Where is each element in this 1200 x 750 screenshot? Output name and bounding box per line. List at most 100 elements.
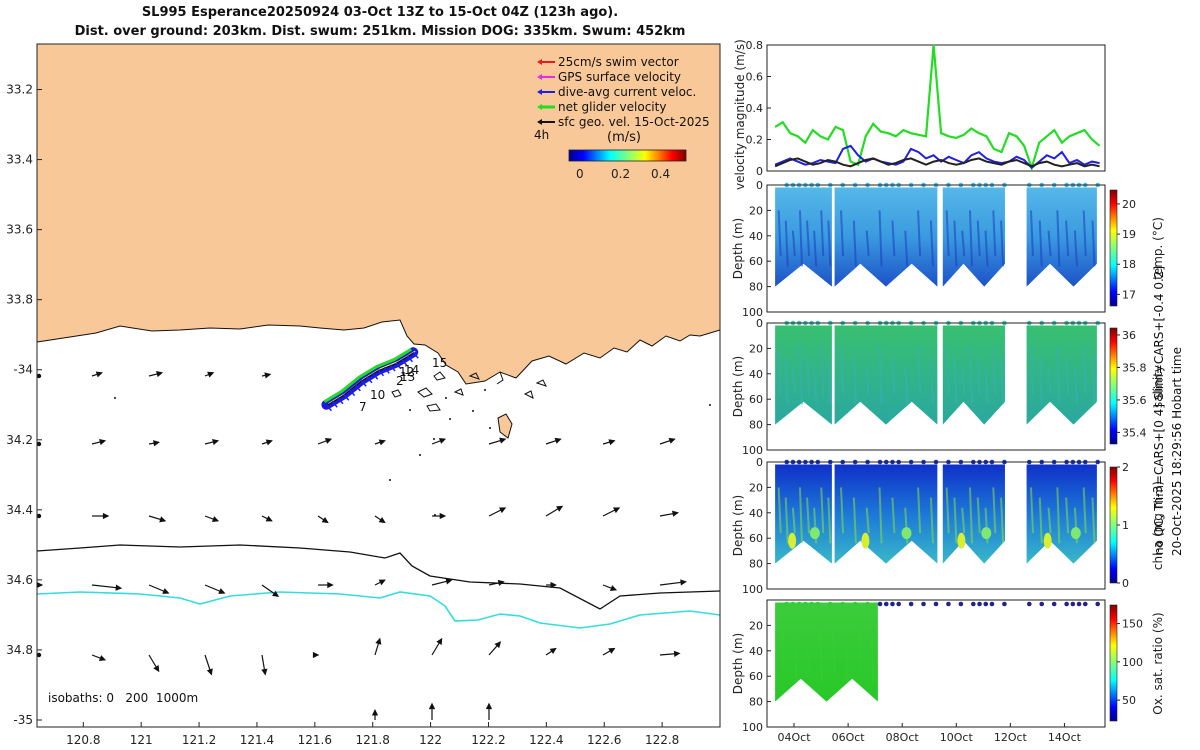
track-label: 10 <box>370 388 385 402</box>
profile-streak <box>820 210 825 257</box>
map-colorbar-tick: 0.2 <box>611 167 630 181</box>
velocity-arrowhead <box>608 439 616 446</box>
track-label: 13 <box>400 370 415 384</box>
velocity-arrow <box>36 373 42 379</box>
track-label: 2 <box>396 374 404 388</box>
colorbar-tick-label: 35.8 <box>1122 361 1147 374</box>
surface-marker <box>796 601 802 607</box>
profile-y-tick-label: 60 <box>749 532 763 545</box>
profile-streak <box>806 220 811 257</box>
profile-streak <box>1065 358 1070 395</box>
profile-streak <box>1000 358 1005 405</box>
surface-marker <box>971 601 976 607</box>
profile-data-region <box>834 325 938 425</box>
velocity-arrowhead <box>159 516 167 523</box>
map-land <box>36 43 721 385</box>
map-x-tick-label: 121.2 <box>182 733 216 747</box>
profile-streak <box>953 220 958 267</box>
map-x-tick-label: 120.8 <box>66 733 100 747</box>
velocity-arrowhead <box>378 439 386 446</box>
profile-streak <box>945 210 950 257</box>
profile-streak <box>1065 220 1070 257</box>
map-x-tick-label: 121.8 <box>356 733 390 747</box>
time-tick-label: 10Oct <box>940 731 974 744</box>
track-label: 12 <box>399 365 414 379</box>
chart-title-line2: Dist. over ground: 203km. Dist. swum: 25… <box>74 24 686 39</box>
surface-marker <box>896 601 901 607</box>
velocity-y-tick-label: 0.4 <box>746 102 764 115</box>
profile-streak <box>840 487 845 534</box>
profile-streak <box>929 220 934 267</box>
profile-y-tick-label: 0 <box>756 456 763 469</box>
surface-marker <box>877 601 883 607</box>
profile-streak <box>1038 497 1043 544</box>
legend-label: net glider velocity <box>558 100 666 114</box>
velocity-arrowhead <box>439 512 447 520</box>
map-y-tick-label: -34 <box>13 363 33 377</box>
surface-marker <box>890 601 895 607</box>
time-marker: 4h <box>534 128 549 142</box>
chl-patch <box>957 532 966 549</box>
profile-streak <box>976 220 981 257</box>
velocity-arrow <box>36 513 42 519</box>
profile-streak <box>806 645 811 672</box>
profile-streak <box>827 358 832 405</box>
chl-patch <box>901 527 912 540</box>
velocity-arrowhead <box>218 588 226 594</box>
colorbar-tick-label: 36 <box>1122 329 1136 342</box>
velocity-arrowhead <box>212 438 220 446</box>
colorbar-tick-label: 100 <box>1122 656 1143 669</box>
surface-marker <box>803 601 808 607</box>
isobaths-label: isobaths: 0 200 1000m <box>48 691 198 705</box>
map-axes-frame <box>36 43 721 728</box>
velocity-arrow <box>36 652 42 658</box>
profile-panel: 0 20 40 60 80 100 Depth (m) 17 18 19 20 temp. (°C) <box>731 179 1165 319</box>
track-current-vector <box>348 389 356 397</box>
profile-streak <box>1065 497 1070 534</box>
profile-streak <box>891 220 896 257</box>
velocity-arrowhead <box>549 647 557 655</box>
velocity-y-tick-label: 0 <box>756 165 763 178</box>
velocity-arrowhead <box>497 579 505 586</box>
velocity-arrowhead <box>98 655 107 661</box>
profile-streak <box>857 625 862 672</box>
velocity-arrowhead <box>102 512 110 520</box>
velocity-arrowhead <box>428 702 436 710</box>
profile-streak <box>820 487 825 534</box>
profile-colorbar <box>1109 466 1118 584</box>
profile-streak <box>827 497 832 544</box>
profile-y-tick-label: 80 <box>749 419 763 432</box>
chl-patch <box>788 532 797 549</box>
velocity-arrowhead <box>261 668 268 676</box>
colorbar-tick-label: 150 <box>1122 618 1143 631</box>
profile-streak <box>1091 220 1096 267</box>
velocity-arrowhead <box>211 516 220 522</box>
profile-y-tick-label: 60 <box>749 255 763 268</box>
chl-patch <box>809 527 820 540</box>
profile-streak <box>976 497 981 534</box>
velocity-arrowhead <box>445 578 453 585</box>
isobath-1000m <box>36 591 721 629</box>
profile-y-tick-label: 100 <box>742 444 763 457</box>
colorbar-tick-label: 50 <box>1122 694 1136 707</box>
velocity-series-line <box>774 44 1101 172</box>
time-tick-label: 04Oct <box>778 731 812 744</box>
chl-patch <box>981 527 992 540</box>
velocity-arrowhead <box>162 588 170 594</box>
colorbar-tick-label: 17 <box>1122 288 1136 301</box>
profile-streak <box>904 368 909 405</box>
map-y-tick-label: 34.4 <box>6 503 33 517</box>
profile-panel: 0 20 40 60 80 100 Depth (m) 35.4 35.6 35.8 36 salin… <box>731 317 1165 457</box>
colorbar-tick-label: 19 <box>1122 228 1136 241</box>
profile-y-tick-label: 100 <box>742 721 763 734</box>
profile-streak <box>819 625 824 682</box>
track-current-vector <box>337 397 344 405</box>
surface-marker <box>840 601 846 607</box>
profile-streak <box>777 487 782 534</box>
profile-streak <box>840 210 845 257</box>
velocity-arrowhead <box>436 637 443 645</box>
profile-streak <box>852 220 857 267</box>
surface-marker <box>809 601 814 607</box>
profile-y-tick-label: 20 <box>749 481 763 494</box>
